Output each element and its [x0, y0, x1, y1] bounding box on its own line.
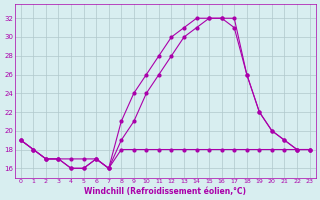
X-axis label: Windchill (Refroidissement éolien,°C): Windchill (Refroidissement éolien,°C) — [84, 187, 246, 196]
